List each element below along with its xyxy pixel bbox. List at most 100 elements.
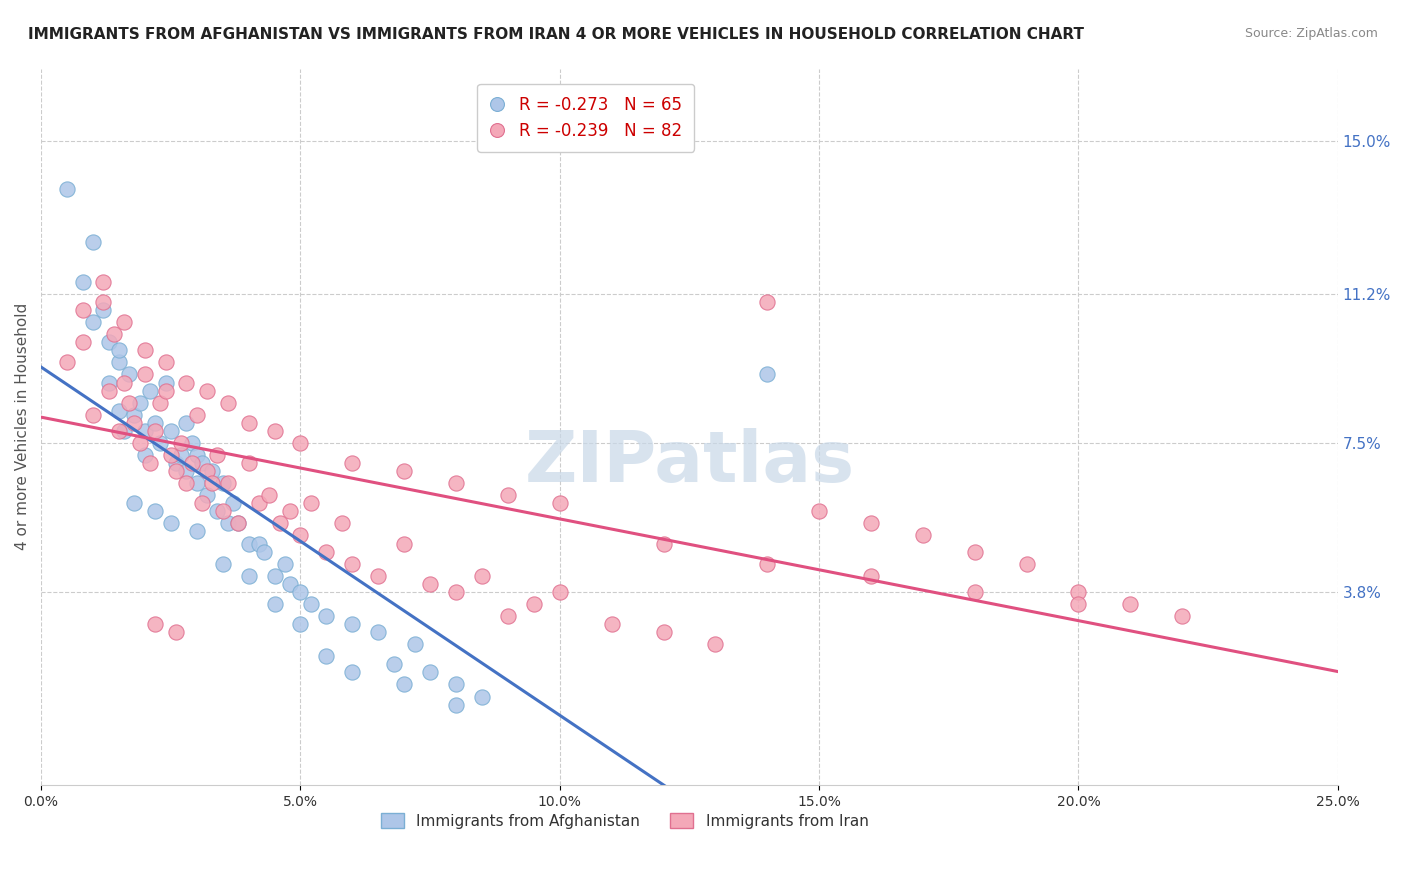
Point	[103, 327, 125, 342]
Point	[201, 464, 224, 478]
Point	[342, 617, 364, 632]
Point	[159, 516, 181, 531]
Point	[207, 504, 229, 518]
Point	[263, 424, 285, 438]
Point	[756, 557, 779, 571]
Point	[124, 416, 146, 430]
Point	[201, 476, 224, 491]
Point	[170, 448, 193, 462]
Point	[342, 456, 364, 470]
Point	[419, 576, 441, 591]
Point	[278, 504, 301, 518]
Point	[600, 617, 623, 632]
Point	[1015, 557, 1038, 571]
Point	[143, 424, 166, 438]
Point	[165, 625, 187, 640]
Point	[471, 568, 494, 582]
Point	[299, 597, 322, 611]
Point	[191, 456, 214, 470]
Text: ZIPatlas: ZIPatlas	[524, 428, 855, 497]
Point	[134, 424, 156, 438]
Point	[548, 585, 571, 599]
Point	[263, 568, 285, 582]
Point	[180, 436, 202, 450]
Point	[330, 516, 353, 531]
Point	[112, 424, 135, 438]
Point	[1171, 609, 1194, 624]
Point	[134, 368, 156, 382]
Point	[124, 496, 146, 510]
Point	[217, 395, 239, 409]
Point	[128, 395, 150, 409]
Point	[247, 536, 270, 550]
Point	[72, 303, 94, 318]
Text: Source: ZipAtlas.com: Source: ZipAtlas.com	[1244, 27, 1378, 40]
Point	[1067, 585, 1090, 599]
Point	[808, 504, 831, 518]
Point	[278, 576, 301, 591]
Point	[128, 436, 150, 450]
Point	[143, 416, 166, 430]
Point	[211, 476, 233, 491]
Point	[139, 384, 162, 398]
Point	[186, 448, 208, 462]
Point	[315, 609, 337, 624]
Point	[496, 488, 519, 502]
Y-axis label: 4 or more Vehicles in Household: 4 or more Vehicles in Household	[15, 303, 30, 550]
Point	[118, 395, 141, 409]
Point	[191, 496, 214, 510]
Point	[93, 295, 115, 310]
Point	[444, 476, 467, 491]
Point	[274, 557, 297, 571]
Point	[195, 464, 218, 478]
Point	[342, 557, 364, 571]
Point	[97, 335, 120, 350]
Point	[56, 182, 79, 196]
Point	[195, 488, 218, 502]
Point	[652, 536, 675, 550]
Point	[72, 275, 94, 289]
Point	[155, 355, 177, 369]
Point	[186, 408, 208, 422]
Point	[82, 315, 104, 329]
Point	[238, 536, 260, 550]
Point	[180, 456, 202, 470]
Point	[56, 355, 79, 369]
Point	[444, 677, 467, 691]
Point	[392, 464, 415, 478]
Point	[290, 617, 312, 632]
Point	[143, 617, 166, 632]
Point	[263, 597, 285, 611]
Point	[269, 516, 291, 531]
Point	[247, 496, 270, 510]
Point	[211, 557, 233, 571]
Point	[548, 496, 571, 510]
Point	[444, 698, 467, 712]
Point	[259, 488, 281, 502]
Point	[496, 609, 519, 624]
Point	[1067, 597, 1090, 611]
Point	[290, 528, 312, 542]
Point	[118, 368, 141, 382]
Point	[756, 295, 779, 310]
Point	[155, 384, 177, 398]
Point	[108, 343, 131, 358]
Point	[859, 568, 882, 582]
Point	[523, 597, 546, 611]
Point	[315, 544, 337, 558]
Point	[149, 395, 172, 409]
Point	[382, 657, 405, 672]
Text: IMMIGRANTS FROM AFGHANISTAN VS IMMIGRANTS FROM IRAN 4 OR MORE VEHICLES IN HOUSEH: IMMIGRANTS FROM AFGHANISTAN VS IMMIGRANT…	[28, 27, 1084, 42]
Point	[652, 625, 675, 640]
Point	[211, 504, 233, 518]
Point	[176, 476, 198, 491]
Point	[159, 448, 181, 462]
Point	[165, 464, 187, 478]
Point	[253, 544, 276, 558]
Point	[226, 516, 249, 531]
Point	[82, 408, 104, 422]
Point	[299, 496, 322, 510]
Point	[238, 456, 260, 470]
Point	[108, 355, 131, 369]
Point	[176, 376, 198, 390]
